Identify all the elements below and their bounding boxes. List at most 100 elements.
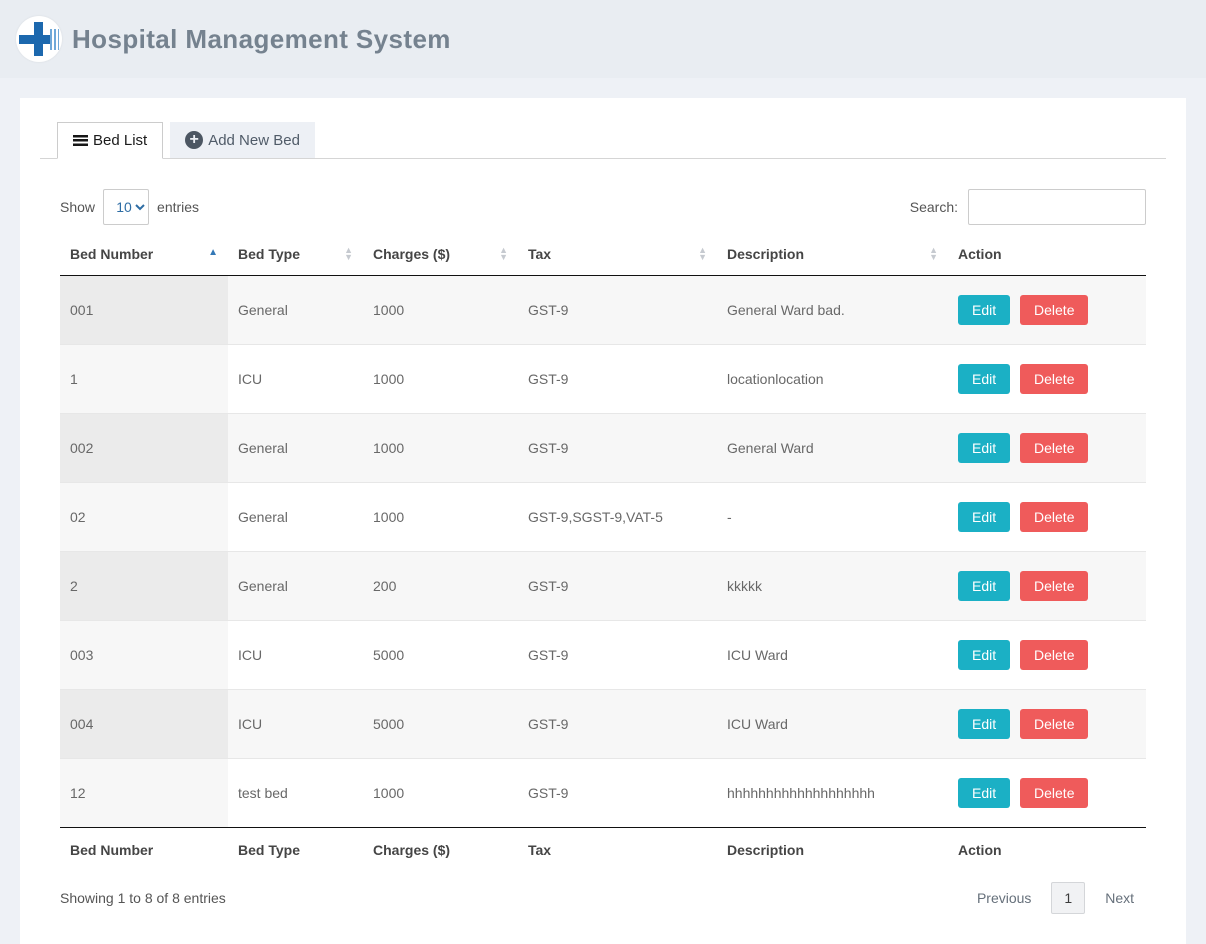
cell-tax: GST-9 [518,689,717,759]
table-row: 001 General 1000 GST-9 General Ward bad.… [60,275,1146,345]
search-label: Search: [909,199,958,215]
cell-bed-type: ICU [228,620,363,690]
cell-tax: GST-9 [518,344,717,414]
sort-both-icon: ▲ ▼ [929,245,938,262]
delete-button[interactable]: Delete [1020,364,1089,394]
medical-cross-icon [16,16,62,62]
list-icon [73,135,88,146]
table-header: ▲ Bed Number ▲ ▼ Bed Type ▲ ▼ Charges ($) … [60,233,1146,276]
cell-bed-type: General [228,551,363,621]
cell-charges: 5000 [363,620,518,690]
cell-bed-number: 1 [60,344,228,414]
previous-page-button[interactable]: Previous [976,890,1032,906]
tab-bed-list-label: Bed List [93,132,148,149]
cell-tax: GST-9 [518,620,717,690]
page-size-select[interactable]: 10 [103,189,150,225]
cell-bed-type: ICU [228,344,363,414]
cell-bed-number: 001 [60,275,228,345]
cell-action: Edit Delete [948,758,1146,828]
cell-charges: 200 [363,551,518,621]
delete-button[interactable]: Delete [1020,502,1089,532]
column-header-charges[interactable]: ▲ ▼ Charges ($) [363,233,518,276]
footer-header-bed-type: Bed Type [228,827,363,872]
edit-button[interactable]: Edit [958,502,1011,532]
current-page-button[interactable]: 1 [1051,882,1086,914]
plus-circle-icon: + [185,131,204,149]
delete-button[interactable]: Delete [1020,571,1089,601]
column-header-action: Action [948,233,1146,276]
edit-button[interactable]: Edit [958,364,1011,394]
search-control: Search: [910,189,1146,225]
table-row: 004 ICU 5000 GST-9 ICU Ward Edit Delete [60,689,1146,759]
table-footer-bar: Showing 1 to 8 of 8 entries Previous 1 N… [60,882,1146,914]
footer-header-tax: Tax [518,827,717,872]
cell-charges: 1000 [363,482,518,552]
edit-button[interactable]: Edit [958,778,1011,808]
cell-tax: GST-9 [518,413,717,483]
delete-button[interactable]: Delete [1020,295,1089,325]
show-label: Show [60,199,96,215]
cell-description: General Ward [717,413,948,483]
app-title: Hospital Management System [72,23,451,54]
table-row: 2 General 200 GST-9 kkkkk Edit Delete [60,551,1146,621]
cell-tax: GST-9,SGST-9,VAT-5 [518,482,717,552]
content-card: Bed List + Add New Bed Show 10 entries S… [20,98,1186,944]
cell-bed-number: 2 [60,551,228,621]
column-header-bed-type[interactable]: ▲ ▼ Bed Type [228,233,363,276]
cell-bed-type: General [228,275,363,345]
delete-button[interactable]: Delete [1020,778,1089,808]
column-header-bed-number[interactable]: ▲ Bed Number [60,233,228,276]
edit-button[interactable]: Edit [958,433,1011,463]
entries-info: Showing 1 to 8 of 8 entries [60,890,226,906]
column-header-description[interactable]: ▲ ▼ Description [717,233,948,276]
cell-description: General Ward bad. [717,275,948,345]
cell-action: Edit Delete [948,344,1146,414]
cell-bed-type: General [228,413,363,483]
table-row: 002 General 1000 GST-9 General Ward Edit… [60,413,1146,483]
cell-action: Edit Delete [948,275,1146,345]
cell-action: Edit Delete [948,482,1146,552]
sort-both-icon: ▲ ▼ [499,245,508,262]
cell-description: hhhhhhhhhhhhhhhhhhh [717,758,948,828]
column-header-tax[interactable]: ▲ ▼ Tax [518,233,717,276]
sort-both-icon: ▲ ▼ [698,245,707,262]
edit-button[interactable]: Edit [958,571,1011,601]
tab-add-new-bed[interactable]: + Add New Bed [170,122,315,159]
tab-bed-list[interactable]: Bed List [57,122,164,159]
sort-asc-icon: ▲ [208,247,218,258]
cell-action: Edit Delete [948,413,1146,483]
entries-label: entries [157,199,200,215]
cell-bed-number: 002 [60,413,228,483]
table-row: 02 General 1000 GST-9,SGST-9,VAT-5 - Edi… [60,482,1146,552]
footer-header-bed-number: Bed Number [60,827,228,872]
footer-header-description: Description [717,827,948,872]
delete-button[interactable]: Delete [1020,640,1089,670]
table-row: 1 ICU 1000 GST-9 locationlocation Edit D… [60,344,1146,414]
pagination: Previous 1 Next [965,882,1146,914]
delete-button[interactable]: Delete [1020,709,1089,739]
cell-description: kkkkk [717,551,948,621]
bed-table: ▲ Bed Number ▲ ▼ Bed Type ▲ ▼ Charges ($) … [60,233,1146,872]
cell-description: locationlocation [717,344,948,414]
next-page-button[interactable]: Next [1105,890,1134,906]
cell-description: - [717,482,948,552]
cell-bed-number: 003 [60,620,228,690]
table-row: 12 test bed 1000 GST-9 hhhhhhhhhhhhhhhhh… [60,758,1146,828]
cell-charges: 1000 [363,758,518,828]
cell-action: Edit Delete [948,551,1146,621]
cell-bed-type: General [228,482,363,552]
tab-bar: Bed List + Add New Bed [40,122,1166,159]
edit-button[interactable]: Edit [958,709,1011,739]
cell-description: ICU Ward [717,689,948,759]
delete-button[interactable]: Delete [1020,433,1089,463]
cell-bed-type: test bed [228,758,363,828]
tab-add-new-bed-label: Add New Bed [208,131,300,149]
cell-tax: GST-9 [518,275,717,345]
footer-header-action: Action [948,827,1146,872]
edit-button[interactable]: Edit [958,640,1011,670]
search-input[interactable] [968,189,1146,225]
cell-charges: 5000 [363,689,518,759]
cell-charges: 1000 [363,344,518,414]
edit-button[interactable]: Edit [958,295,1011,325]
cell-bed-type: ICU [228,689,363,759]
